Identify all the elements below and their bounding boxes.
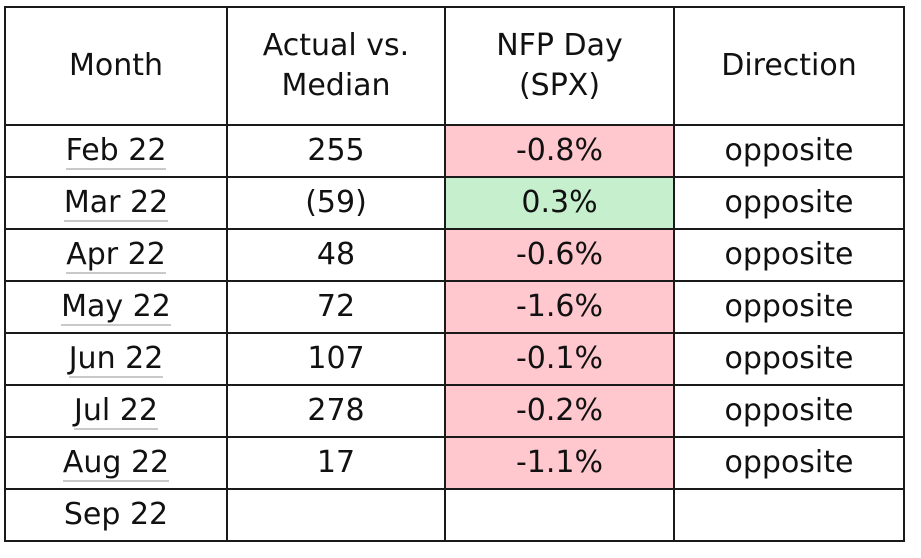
header-row: Month Actual vs. Median NFP Day (SPX) Di… — [4, 6, 905, 126]
month-link[interactable]: Jul 22 — [74, 393, 158, 430]
nfp-cell — [444, 488, 675, 542]
month-cell: Sep 22 — [4, 488, 228, 542]
table-row: Aug 22 17 -1.1% opposite — [4, 436, 905, 490]
actual-cell — [226, 488, 446, 542]
table-row: Apr 22 48 -0.6% opposite — [4, 228, 905, 282]
direction-cell: opposite — [673, 280, 905, 334]
header-month-label: Month — [68, 48, 164, 83]
month-link[interactable]: Apr 22 — [66, 237, 166, 274]
nfp-cell: -0.1% — [444, 332, 675, 386]
actual-cell: 107 — [226, 332, 446, 386]
nfp-cell: -0.6% — [444, 228, 675, 282]
month-cell: Jun 22 — [4, 332, 228, 386]
header-nfp-line2: (SPX) — [518, 68, 601, 103]
direction-cell: opposite — [673, 124, 905, 178]
month-cell: Apr 22 — [4, 228, 228, 282]
month-cell: Jul 22 — [4, 384, 228, 438]
header-nfp-line1: NFP Day — [496, 28, 623, 63]
direction-cell: opposite — [673, 176, 905, 230]
table-row: May 22 72 -1.6% opposite — [4, 280, 905, 334]
actual-cell: 255 — [226, 124, 446, 178]
month-link[interactable]: Jun 22 — [68, 341, 164, 378]
header-month: Month — [4, 6, 228, 126]
month-link[interactable]: May 22 — [61, 289, 171, 326]
nfp-cell: -0.2% — [444, 384, 675, 438]
table-row: Mar 22 (59) 0.3% opposite — [4, 176, 905, 230]
month-cell: Feb 22 — [4, 124, 228, 178]
table-row: Jun 22 107 -0.1% opposite — [4, 332, 905, 386]
nfp-table: Month Actual vs. Median NFP Day (SPX) Di… — [4, 6, 905, 542]
actual-cell: 72 — [226, 280, 446, 334]
header-actual-line1: Actual vs. — [262, 28, 410, 63]
month-cell: Aug 22 — [4, 436, 228, 490]
actual-cell: 278 — [226, 384, 446, 438]
actual-cell: (59) — [226, 176, 446, 230]
header-actual-line2: Median — [281, 68, 391, 103]
month-cell: May 22 — [4, 280, 228, 334]
header-direction: Direction — [673, 6, 905, 126]
month-link[interactable]: Mar 22 — [63, 185, 169, 222]
direction-cell: opposite — [673, 332, 905, 386]
table-row: Jul 22 278 -0.2% opposite — [4, 384, 905, 438]
nfp-cell: 0.3% — [444, 176, 675, 230]
nfp-cell: -1.1% — [444, 436, 675, 490]
direction-cell: opposite — [673, 228, 905, 282]
header-direction-label: Direction — [721, 48, 857, 83]
direction-cell: opposite — [673, 384, 905, 438]
table-row: Sep 22 — [4, 488, 905, 542]
month-link[interactable]: Feb 22 — [65, 133, 167, 170]
table-row: Feb 22 255 -0.8% opposite — [4, 124, 905, 178]
nfp-cell: -1.6% — [444, 280, 675, 334]
direction-cell: opposite — [673, 436, 905, 490]
month-link[interactable]: Aug 22 — [62, 445, 170, 482]
month-cell: Mar 22 — [4, 176, 228, 230]
actual-cell: 48 — [226, 228, 446, 282]
actual-cell: 17 — [226, 436, 446, 490]
direction-cell — [673, 488, 905, 542]
header-actual-vs-median: Actual vs. Median — [226, 6, 446, 126]
header-nfp-day: NFP Day (SPX) — [444, 6, 675, 126]
nfp-cell: -0.8% — [444, 124, 675, 178]
